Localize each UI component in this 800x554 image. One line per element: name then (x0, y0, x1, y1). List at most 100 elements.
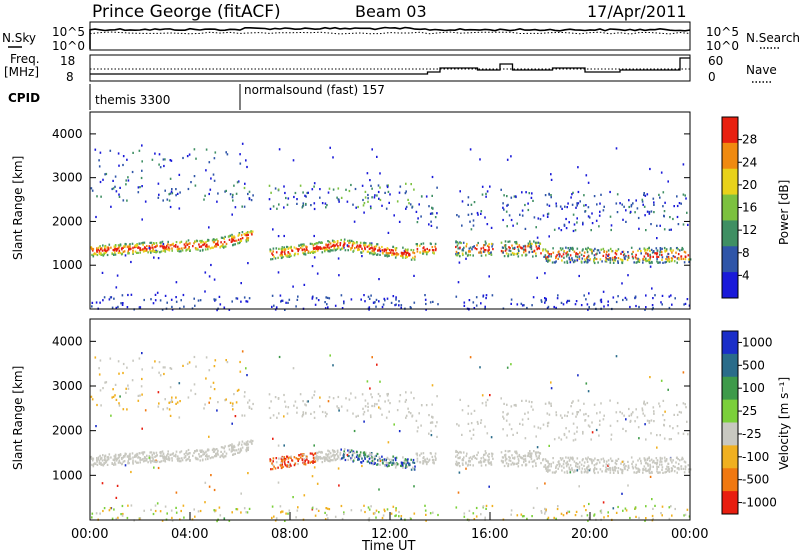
heatmap-cell (326, 514, 328, 517)
heatmap-cell (456, 450, 459, 453)
heatmap-cell (323, 456, 325, 459)
heatmap-cell (270, 468, 272, 471)
heatmap-cell (543, 465, 545, 468)
heatmap-cell (299, 184, 302, 187)
heatmap-cell (610, 433, 613, 436)
heatmap-cell (489, 185, 491, 188)
heatmap-cell (240, 238, 242, 241)
heatmap-cell (163, 246, 165, 249)
heatmap-cell (503, 454, 506, 457)
heatmap-cell (584, 260, 587, 263)
heatmap-cell (182, 364, 184, 367)
heatmap-cell (369, 205, 372, 208)
heatmap-cell (425, 250, 427, 254)
heatmap-cell (170, 367, 173, 370)
heatmap-cell (164, 294, 167, 297)
heatmap-cell (99, 151, 102, 154)
heatmap-cell (378, 459, 380, 462)
heatmap-cell (243, 507, 246, 510)
heatmap-cell (305, 247, 308, 250)
heatmap-cell (195, 157, 197, 160)
heatmap-cell (332, 188, 335, 191)
heatmap-cell (668, 228, 671, 231)
heatmap-cell (202, 450, 205, 453)
heatmap-cell (207, 457, 209, 461)
heatmap-cell (528, 461, 530, 464)
heatmap-cell (132, 456, 134, 459)
heatmap-cell (605, 470, 608, 473)
heatmap-cell (507, 255, 509, 258)
heatmap-cell (240, 443, 243, 446)
heatmap-cell (325, 507, 327, 510)
heatmap-cell (200, 245, 202, 248)
heatmap-cell (584, 210, 586, 213)
heatmap-cell (659, 253, 661, 256)
heatmap-cell (154, 152, 156, 155)
heatmap-cell (687, 254, 690, 257)
heatmap-cell (472, 464, 474, 467)
heatmap-cell (657, 255, 660, 258)
heatmap-cell (616, 401, 619, 405)
heatmap-cell (108, 298, 111, 301)
heatmap-cell (299, 393, 302, 396)
heatmap-cell (593, 403, 596, 406)
heatmap-cell (336, 405, 338, 408)
heatmap-cell (558, 462, 560, 465)
heatmap-cell (488, 248, 490, 251)
heatmap-cell (360, 509, 362, 512)
heatmap-cell (609, 399, 611, 402)
heatmap-cell (268, 393, 271, 396)
heatmap-cell (170, 298, 173, 301)
heatmap-cell (327, 240, 329, 243)
heatmap-cell (98, 249, 101, 252)
heatmap-cell (615, 249, 617, 252)
heatmap-cell (194, 247, 197, 250)
heatmap-cell (168, 401, 170, 404)
heatmap-cell (313, 452, 316, 455)
heatmap-cell (580, 463, 583, 466)
heatmap-cell (564, 205, 566, 208)
heatmap-cell (97, 456, 100, 459)
heatmap-cell (342, 244, 345, 247)
heatmap-cell (645, 251, 648, 254)
x-tick-label: 00:00 (71, 527, 108, 542)
heatmap-cell (318, 450, 320, 453)
heatmap-cell (239, 370, 242, 373)
heatmap-cell (125, 183, 127, 186)
heatmap-cell (216, 238, 218, 241)
heatmap-cell (270, 258, 272, 261)
heatmap-cell (353, 451, 356, 454)
heatmap-cell (425, 308, 427, 311)
heatmap-cell (340, 405, 343, 408)
heatmap-cell (574, 469, 576, 472)
heatmap-cell (175, 188, 177, 191)
heatmap-cell (389, 251, 392, 254)
heatmap-cell (436, 421, 438, 424)
heatmap-cell (458, 215, 460, 218)
heatmap-cell (282, 465, 284, 468)
heatmap-cell (119, 243, 122, 246)
heatmap-cell (118, 246, 120, 249)
heatmap-cell (132, 246, 134, 249)
heatmap-cell (407, 248, 409, 251)
heatmap-cell (285, 512, 287, 515)
heatmap-cell (632, 202, 634, 205)
heatmap-cell (323, 246, 325, 249)
heatmap-cell (284, 308, 286, 311)
heatmap-cell (544, 482, 546, 485)
heatmap-cell (435, 247, 437, 250)
heatmap-cell (228, 444, 230, 447)
heatmap-cell (98, 459, 101, 462)
heatmap-cell (668, 517, 671, 520)
heatmap-cell (593, 260, 595, 263)
heatmap-cell (619, 202, 621, 205)
heatmap-cell (167, 458, 169, 461)
heatmap-cell (183, 305, 185, 308)
heatmap-cell (237, 388, 240, 391)
heatmap-cell (228, 238, 231, 241)
heatmap-cell (327, 306, 329, 309)
heatmap-cell (148, 456, 151, 459)
heatmap-cell (234, 239, 236, 242)
heatmap-cell (603, 516, 605, 519)
heatmap-cell (212, 173, 215, 176)
